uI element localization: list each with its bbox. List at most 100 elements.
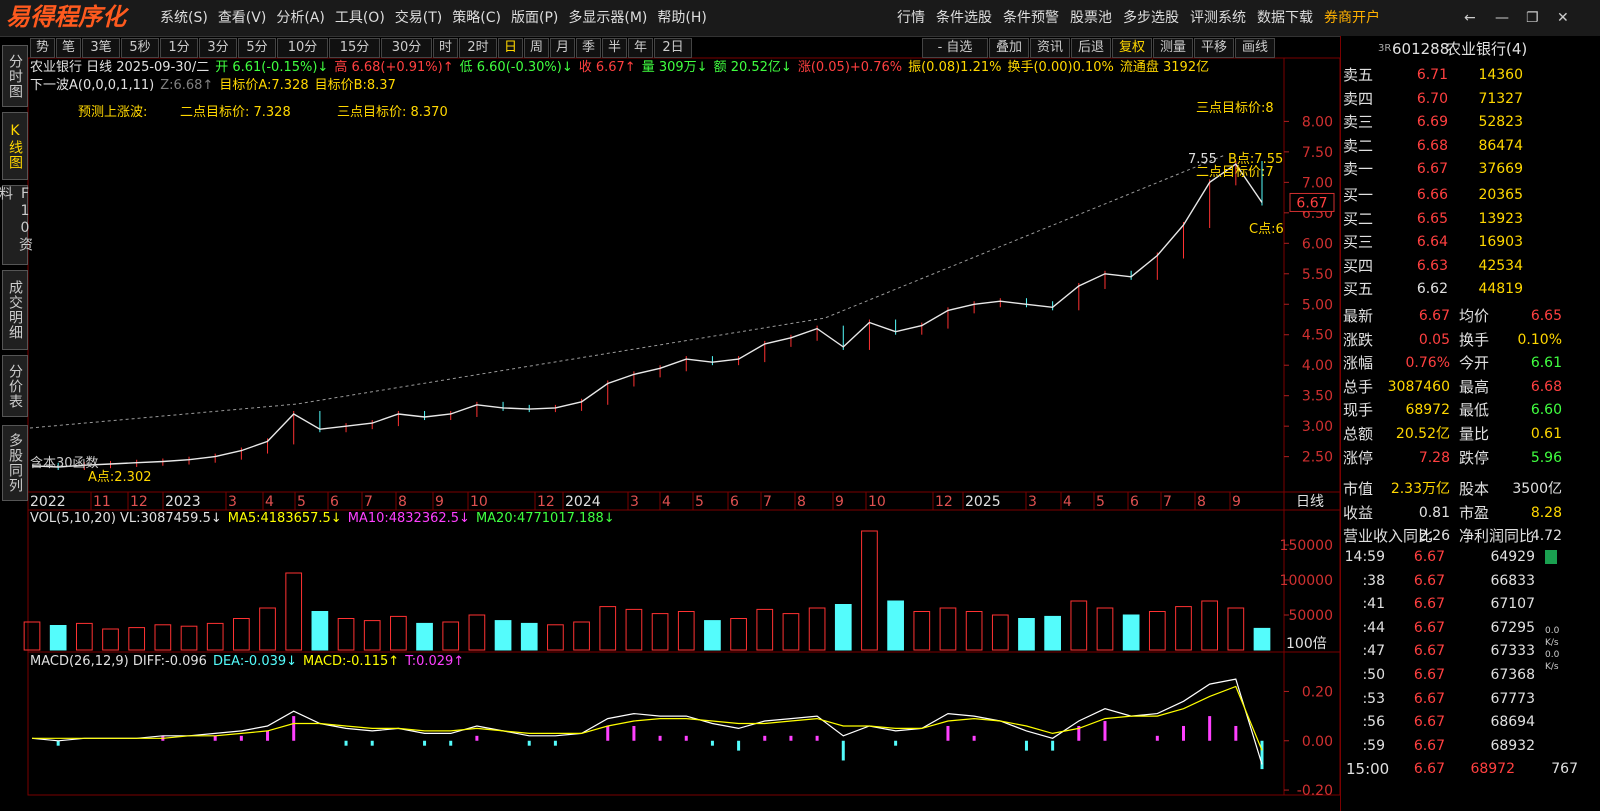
order-volume: 71327	[1478, 90, 1523, 107]
menu-item[interactable]: 多显示器(M)	[568, 10, 648, 26]
window-control[interactable]: —	[1495, 10, 1509, 26]
period-button[interactable]: 5秒	[121, 38, 159, 58]
chart-title: 开 6.61(-0.15%)↓	[215, 60, 329, 75]
stat-label: 最新	[1343, 307, 1374, 325]
volume-bar	[887, 600, 904, 651]
volume-bar	[337, 618, 355, 651]
menu-item[interactable]: 交易(T)	[394, 10, 443, 26]
badge: 3R	[1378, 43, 1392, 54]
period-button[interactable]: 1分	[160, 38, 198, 58]
period-button[interactable]: 势	[30, 38, 55, 58]
order-label: 卖四	[1343, 89, 1374, 108]
chart-subtitle: 目标价B:8.37	[314, 78, 396, 93]
top-link[interactable]: 条件预警	[1003, 10, 1059, 26]
tick-price: 6.67	[1413, 737, 1445, 754]
window-control[interactable]: ←	[1464, 10, 1476, 26]
period-button[interactable]: 笔	[56, 38, 81, 58]
chart-subtitle: 下一波A(0,0,0,1,11)	[30, 78, 155, 93]
order-label: 买一	[1343, 186, 1374, 204]
top-link[interactable]: 券商开户	[1324, 10, 1380, 26]
period-button[interactable]: 3笔	[82, 38, 120, 58]
tool-button[interactable]: 叠加	[989, 38, 1029, 58]
tick-volume: 67368	[1490, 667, 1535, 683]
period-button[interactable]: 2日	[654, 38, 692, 58]
volume-bar	[939, 607, 957, 651]
period-button[interactable]: 日	[498, 38, 523, 58]
volume-bar	[547, 624, 564, 651]
period-button[interactable]: 年	[628, 38, 653, 58]
y-tick-label: 50000	[1288, 608, 1333, 624]
side-tab[interactable]: F10资料	[0, 185, 33, 265]
chart-title: 收 6.67↑	[578, 60, 636, 75]
window-control[interactable]: ✕	[1557, 10, 1569, 26]
chart-title: 量 309万↓	[641, 60, 708, 75]
period-button[interactable]: 5分	[238, 38, 276, 58]
annotation: C点:6	[1249, 222, 1284, 237]
menu-item[interactable]: 系统(S)	[160, 10, 208, 26]
stat-value: 7.28	[1418, 449, 1450, 466]
macd-line	[32, 685, 1263, 751]
period-button[interactable]: 时	[433, 38, 458, 58]
top-link[interactable]: 数据下载	[1257, 10, 1313, 26]
side-tab[interactable]: 多股同列	[2, 425, 28, 501]
stat-label: 总手	[1343, 377, 1374, 396]
menu-item[interactable]: 查看(V)	[217, 10, 267, 26]
side-tab[interactable]: 成交明细	[2, 270, 28, 350]
x-tick-label: 10	[470, 494, 488, 510]
order-price: 6.64	[1416, 234, 1448, 251]
window-control[interactable]: ❐	[1526, 10, 1539, 26]
period-button[interactable]: 2时	[459, 38, 497, 58]
menu-item[interactable]: 工具(O)	[334, 10, 385, 26]
top-link[interactable]: 条件选股	[936, 10, 992, 26]
top-link[interactable]: 行情	[897, 10, 925, 26]
period-button[interactable]: 季	[576, 38, 601, 58]
stat-label: 收益	[1343, 503, 1374, 522]
order-price: 6.69	[1416, 114, 1448, 131]
period-button[interactable]: 月	[550, 38, 575, 58]
menu-bar	[0, 0, 1600, 37]
period-button[interactable]: 30分	[381, 38, 432, 58]
chart-title: 振(0.08)1.21%	[908, 60, 1002, 75]
menu-item[interactable]: 分析(A)	[276, 10, 325, 26]
top-link[interactable]: 股票池	[1070, 10, 1112, 26]
period-button[interactable]: 3分	[199, 38, 237, 58]
tool-button[interactable]: - 自选	[922, 38, 988, 58]
y-tick-label: 7.50	[1302, 145, 1333, 161]
period-button[interactable]: 周	[524, 38, 549, 58]
y-tick-label: 5.00	[1302, 297, 1333, 313]
chart-title: 换手(0.00)0.10%	[1007, 60, 1114, 75]
menu-item[interactable]: 策略(C)	[452, 10, 501, 26]
order-volume: 44819	[1478, 281, 1523, 298]
tick-price: 6.67	[1413, 714, 1445, 731]
side-tab[interactable]: 分价表	[2, 355, 28, 417]
side-tab[interactable]: 分时图	[2, 45, 28, 107]
chart-title: 高 6.68(+0.91%)↑	[334, 60, 454, 75]
side-tab[interactable]: K线图	[2, 112, 28, 180]
tick-time: :59	[1362, 737, 1385, 754]
menu-item[interactable]: 帮助(H)	[657, 10, 707, 26]
tick-price: 6.67	[1413, 619, 1445, 636]
chart-title: 低 6.60(-0.30%)↓	[459, 60, 573, 75]
tool-button[interactable]: 测量	[1153, 38, 1193, 58]
tick-time: :44	[1362, 619, 1385, 636]
menu-item[interactable]: 版面(P)	[510, 10, 559, 26]
order-price: 6.70	[1416, 90, 1448, 107]
tool-button[interactable]: 后退	[1071, 38, 1111, 58]
annotation: A点:2.302	[88, 470, 152, 485]
tool-button[interactable]: 复权	[1112, 38, 1152, 58]
y-tick-label: 2.50	[1302, 450, 1333, 466]
tool-button[interactable]: 平移	[1194, 38, 1234, 58]
volume-bar	[520, 622, 538, 651]
stat-label: 现手	[1343, 401, 1374, 420]
volume-bar	[1175, 606, 1192, 651]
period-button[interactable]: 15分	[329, 38, 380, 58]
tool-button[interactable]: 资讯	[1030, 38, 1070, 58]
period-button[interactable]: 半	[602, 38, 627, 58]
period-button[interactable]: 10分	[277, 38, 328, 58]
top-link[interactable]: 多步选股	[1123, 10, 1179, 26]
volume-bar	[154, 624, 172, 651]
top-link[interactable]: 评测系统	[1190, 10, 1246, 26]
x-tick-label: 5	[695, 494, 704, 510]
tool-button[interactable]: 画线	[1235, 38, 1275, 58]
stat-value: 2.26	[1418, 528, 1450, 545]
